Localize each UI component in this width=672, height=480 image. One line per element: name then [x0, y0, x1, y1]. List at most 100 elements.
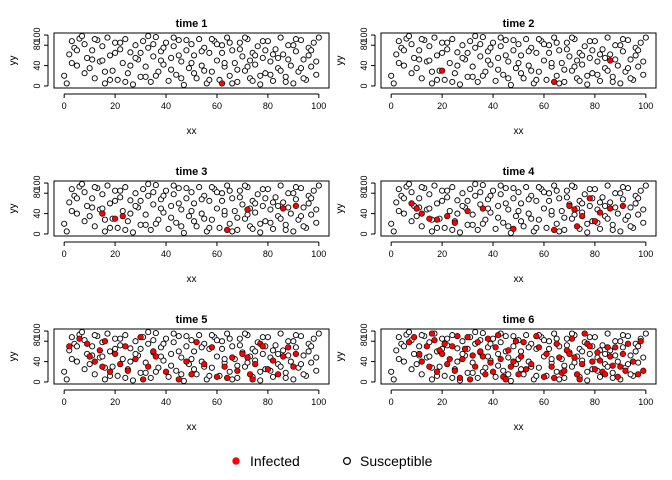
- x-tick-label: 20: [437, 101, 447, 111]
- susceptible-point: [308, 63, 315, 70]
- susceptible-point: [219, 338, 226, 345]
- y-tick-label: 40: [32, 61, 42, 71]
- infected-point: [444, 361, 451, 368]
- susceptible-point: [495, 362, 502, 369]
- x-tick-label: 80: [263, 101, 273, 111]
- susceptible-point: [157, 205, 164, 212]
- x-axis-label: xx: [187, 126, 197, 137]
- susceptible-point: [510, 343, 517, 350]
- infected-point: [479, 205, 486, 212]
- infected-point: [152, 353, 159, 360]
- susceptible-point: [68, 334, 75, 341]
- infected-point: [548, 363, 555, 370]
- infected-point: [607, 353, 614, 360]
- susceptible-point: [495, 202, 502, 210]
- y-tick-label: 0: [32, 379, 42, 384]
- susceptible-point: [441, 224, 448, 231]
- susceptible-point: [609, 226, 616, 233]
- susceptible-point: [272, 194, 279, 201]
- susceptible-point: [275, 202, 282, 210]
- susceptible-point: [91, 223, 98, 230]
- susceptible-point: [390, 80, 397, 87]
- susceptible-point: [591, 186, 598, 193]
- susceptible-point: [405, 33, 413, 40]
- susceptible-point: [129, 229, 136, 236]
- infected-point: [612, 344, 619, 351]
- susceptible-point: [89, 195, 96, 202]
- susceptible-point: [201, 67, 208, 74]
- susceptible-point: [122, 78, 129, 85]
- susceptible-point: [418, 332, 425, 339]
- legend-infected-marker: [232, 457, 240, 465]
- infected-point: [426, 363, 433, 370]
- susceptible-point: [612, 338, 619, 345]
- susceptible-point: [106, 348, 114, 355]
- susceptible-point: [400, 343, 407, 350]
- susceptible-point: [285, 42, 292, 49]
- susceptible-point: [145, 192, 152, 199]
- susceptible-point: [259, 350, 266, 358]
- susceptible-point: [190, 70, 198, 77]
- susceptible-point: [533, 76, 540, 83]
- susceptible-point: [208, 216, 215, 223]
- susceptible-point: [285, 190, 292, 197]
- susceptible-point: [137, 73, 144, 80]
- susceptible-point: [507, 377, 514, 384]
- susceptible-point: [617, 80, 624, 87]
- susceptible-point: [315, 330, 322, 337]
- susceptible-point: [262, 195, 269, 202]
- susceptible-point: [433, 224, 441, 231]
- susceptible-point: [157, 57, 164, 64]
- infected-point: [571, 354, 578, 361]
- susceptible-point: [408, 70, 415, 77]
- infected-point: [99, 210, 106, 217]
- infected-point: [528, 361, 535, 368]
- susceptible-point: [607, 51, 614, 58]
- susceptible-point: [162, 335, 170, 342]
- infected-point: [535, 344, 542, 351]
- susceptible-point: [201, 215, 208, 222]
- infected-point: [208, 344, 215, 351]
- infected-point: [290, 363, 297, 370]
- infected-point: [523, 366, 530, 373]
- infected-point: [619, 350, 626, 358]
- susceptible-point: [61, 72, 68, 79]
- susceptible-point: [185, 65, 193, 72]
- susceptible-point: [563, 335, 570, 342]
- susceptible-point: [464, 73, 471, 80]
- susceptible-point: [500, 367, 507, 374]
- susceptible-point: [596, 225, 604, 232]
- susceptible-point: [433, 200, 441, 207]
- panel-title: time 4: [503, 166, 536, 178]
- susceptible-point: [84, 202, 91, 210]
- susceptible-point: [624, 37, 632, 44]
- susceptible-point: [229, 376, 236, 383]
- susceptible-point: [208, 68, 215, 75]
- susceptible-point: [495, 350, 502, 358]
- infected-point: [467, 376, 474, 383]
- susceptible-point: [272, 342, 279, 349]
- susceptible-point: [142, 369, 149, 376]
- susceptible-point: [226, 187, 233, 194]
- x-tick-label: 40: [488, 101, 498, 111]
- susceptible-point: [428, 68, 435, 75]
- susceptible-point: [594, 58, 601, 65]
- susceptible-point: [101, 228, 108, 235]
- susceptible-point: [165, 77, 172, 84]
- susceptible-point: [433, 76, 441, 83]
- susceptible-point: [523, 184, 530, 191]
- susceptible-point: [553, 72, 560, 79]
- susceptible-point: [269, 373, 277, 380]
- susceptible-point: [607, 199, 614, 206]
- susceptible-point: [487, 192, 494, 199]
- susceptible-point: [280, 51, 287, 58]
- susceptible-point: [198, 210, 205, 217]
- susceptible-point: [439, 197, 446, 204]
- susceptible-point: [150, 337, 157, 344]
- susceptible-point: [300, 223, 307, 230]
- susceptible-point: [114, 372, 121, 379]
- susceptible-point: [495, 214, 502, 221]
- infected-point: [596, 209, 604, 216]
- infected-point: [464, 207, 471, 215]
